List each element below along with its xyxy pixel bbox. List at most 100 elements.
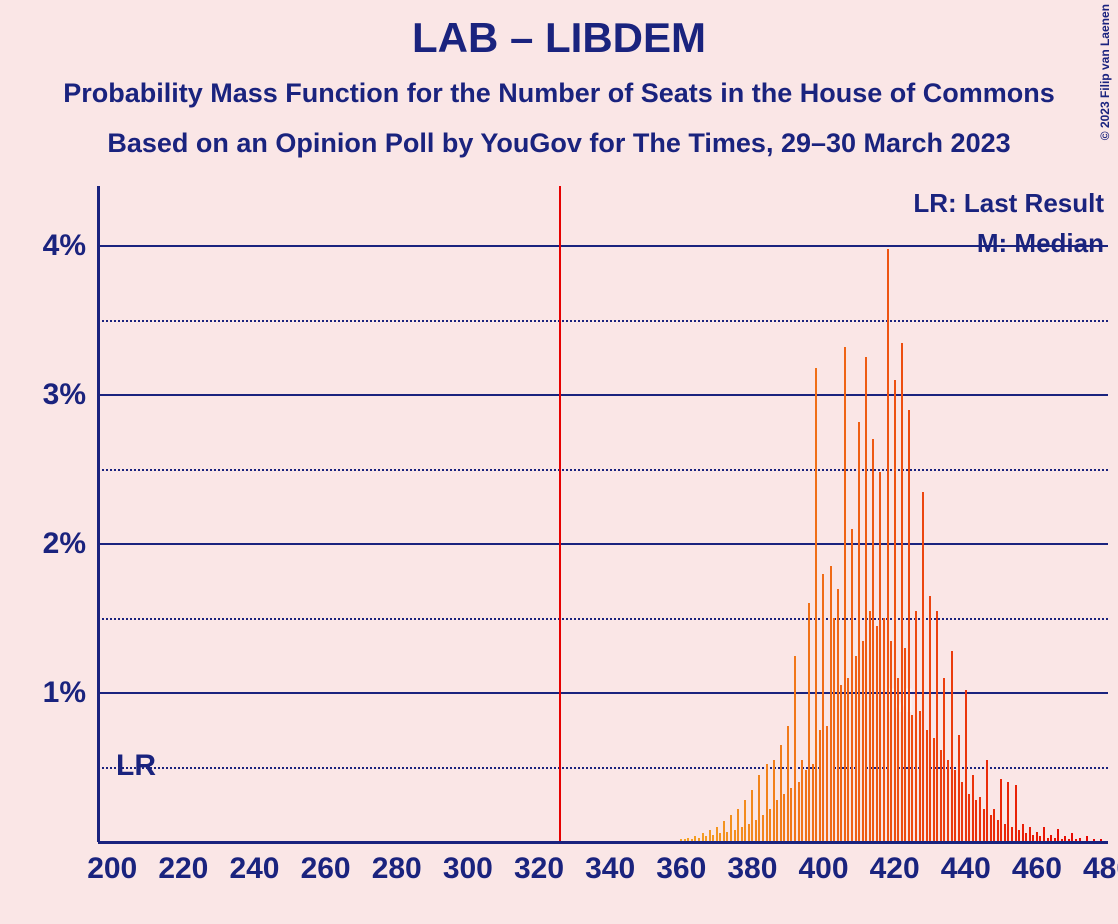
- pmf-bar: [958, 735, 960, 842]
- pmf-bar: [997, 820, 999, 842]
- x-tick-label: 400: [798, 852, 848, 886]
- pmf-bar: [833, 618, 835, 842]
- gridline-major: [98, 394, 1108, 396]
- pmf-bar: [897, 678, 899, 842]
- chart-subtitle-1: Probability Mass Function for the Number…: [0, 78, 1118, 109]
- y-tick-label: 3%: [43, 378, 86, 412]
- pmf-bar: [805, 770, 807, 842]
- pmf-bar: [890, 641, 892, 842]
- pmf-bar: [780, 745, 782, 842]
- x-tick-label: 280: [372, 852, 422, 886]
- pmf-bar: [798, 782, 800, 842]
- pmf-bar: [1004, 824, 1006, 842]
- pmf-bar: [755, 820, 757, 842]
- pmf-bar: [1057, 829, 1059, 842]
- pmf-bar: [855, 656, 857, 842]
- pmf-bar: [762, 815, 764, 842]
- pmf-bar: [1022, 824, 1024, 842]
- pmf-bar: [794, 656, 796, 842]
- pmf-bar: [1011, 827, 1013, 842]
- pmf-bar: [865, 357, 867, 842]
- pmf-bar: [1007, 782, 1009, 842]
- pmf-bar: [901, 343, 903, 842]
- pmf-bar: [808, 603, 810, 842]
- pmf-bar: [951, 651, 953, 842]
- pmf-bar: [915, 611, 917, 842]
- gridline-minor: [98, 469, 1108, 471]
- pmf-bar: [744, 800, 746, 842]
- x-tick-label: 420: [870, 852, 920, 886]
- pmf-bar: [876, 626, 878, 842]
- pmf-bar: [894, 380, 896, 842]
- chart-title: LAB – LIBDEM: [0, 14, 1118, 62]
- x-tick-label: 220: [158, 852, 208, 886]
- pmf-bar: [947, 760, 949, 842]
- pmf-bar: [975, 800, 977, 842]
- pmf-bar: [830, 566, 832, 842]
- pmf-bar: [1015, 785, 1017, 842]
- pmf-bar: [801, 760, 803, 842]
- pmf-bar: [858, 422, 860, 842]
- gridline-major: [98, 543, 1108, 545]
- pmf-bar: [972, 775, 974, 842]
- plot-area: LR: Last Result M: Median LR M 200220240…: [98, 186, 1108, 842]
- pmf-bar: [908, 410, 910, 842]
- pmf-bar: [822, 574, 824, 842]
- pmf-bar: [883, 618, 885, 842]
- pmf-bar: [954, 770, 956, 842]
- pmf-bar: [904, 648, 906, 842]
- pmf-bar: [1029, 827, 1031, 842]
- x-tick-label: 440: [941, 852, 991, 886]
- pmf-bar: [872, 439, 874, 842]
- pmf-bar: [922, 492, 924, 842]
- pmf-bar: [943, 678, 945, 842]
- pmf-bar: [769, 809, 771, 842]
- gridline-minor: [98, 320, 1108, 322]
- y-tick-label: 4%: [43, 229, 86, 263]
- pmf-bar: [758, 775, 760, 842]
- x-tick-label: 300: [443, 852, 493, 886]
- pmf-bar: [919, 711, 921, 842]
- pmf-bar: [840, 685, 842, 842]
- pmf-bar: [911, 715, 913, 842]
- gridline-minor: [98, 618, 1108, 620]
- pmf-bar: [965, 690, 967, 842]
- pmf-bar: [862, 641, 864, 842]
- gridline-minor: [98, 767, 1108, 769]
- x-tick-label: 320: [514, 852, 564, 886]
- pmf-bar: [933, 738, 935, 842]
- x-tick-label: 260: [301, 852, 351, 886]
- pmf-bar: [968, 794, 970, 842]
- pmf-bar: [940, 750, 942, 842]
- x-tick-label: 200: [87, 852, 137, 886]
- pmf-bar: [1043, 827, 1045, 842]
- x-axis-line: [98, 841, 1108, 844]
- gridline-major: [98, 692, 1108, 694]
- legend-median: M: Median: [977, 228, 1104, 259]
- last-result-line: [559, 186, 561, 842]
- pmf-bar: [815, 368, 817, 842]
- y-tick-label: 2%: [43, 527, 86, 561]
- x-tick-label: 480: [1083, 852, 1118, 886]
- pmf-bar: [737, 809, 739, 842]
- pmf-bar: [887, 249, 889, 842]
- pmf-bar: [990, 815, 992, 842]
- legend-last-result: LR: Last Result: [913, 188, 1104, 219]
- x-tick-label: 460: [1012, 852, 1062, 886]
- pmf-bar: [783, 794, 785, 842]
- pmf-bar: [869, 611, 871, 842]
- pmf-bar: [986, 760, 988, 842]
- chart-subtitle-2: Based on an Opinion Poll by YouGov for T…: [0, 128, 1118, 159]
- pmf-bar: [787, 726, 789, 842]
- pmf-bar: [926, 730, 928, 842]
- pmf-bar: [790, 788, 792, 842]
- last-result-marker-label: LR: [116, 749, 156, 783]
- pmf-bar: [812, 764, 814, 842]
- pmf-bar: [741, 827, 743, 842]
- pmf-bar: [837, 589, 839, 842]
- pmf-bar: [826, 726, 828, 842]
- pmf-bar: [847, 678, 849, 842]
- pmf-bar: [751, 790, 753, 842]
- pmf-bar: [773, 760, 775, 842]
- pmf-bar: [1000, 779, 1002, 842]
